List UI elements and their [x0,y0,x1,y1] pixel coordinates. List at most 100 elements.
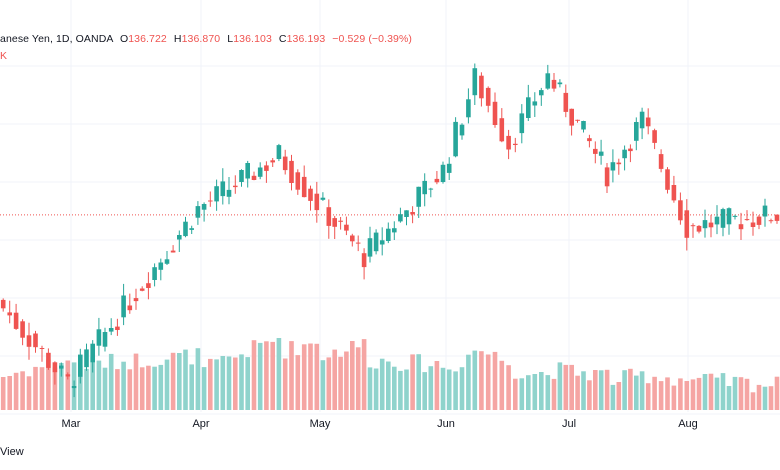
candle-up [379,240,385,245]
volume-bar [598,370,604,410]
x-tick-label: May [310,418,331,430]
volume-bar [708,373,714,410]
volume-bar [587,380,592,410]
x-tick-label: Apr [192,418,209,430]
volume-bar [658,381,664,410]
volume-bar [774,376,780,410]
volume-bar [189,364,194,410]
candle-down [563,92,569,112]
candle-down [479,75,484,99]
volume-bar [720,373,726,410]
candle-down [768,220,774,222]
x-tick-label: Jun [437,418,455,430]
volume-bar [90,357,95,410]
volume-bar [671,385,677,410]
candle-up [59,365,64,369]
volume-bar [499,360,505,410]
candle-up [532,101,538,106]
candle-down [678,200,683,221]
candle-up [539,90,544,96]
volume-bar [289,341,294,410]
volume-bar [214,359,219,410]
volume-bar [519,378,525,410]
candle-down [506,135,511,150]
candle-up [404,210,409,217]
volume-bar [13,372,19,410]
candle-down [127,305,133,311]
candle-up [164,259,170,264]
candle-up [422,180,427,195]
volume-bar [472,350,478,410]
volume-bar [762,386,768,410]
volume-bar [386,361,391,410]
volume-bar [245,357,250,410]
volume-bar [257,342,263,410]
candle-down [338,220,343,222]
volume-bar [350,341,355,410]
candle-down [361,253,367,268]
candle-down [499,118,505,142]
candle-down [139,288,145,291]
volume-bar [115,369,120,410]
candle-up [545,73,551,89]
volume-bar [750,392,756,410]
volume-bar [59,363,64,410]
volume-bar [639,371,645,410]
candle-down [170,250,176,253]
candle-down [738,224,744,230]
candle-up [90,343,95,363]
candle-down [133,298,139,302]
volume-bar [65,360,71,410]
candle-down [146,283,151,288]
volume-bar [170,352,176,410]
volume-bar [84,368,89,410]
volume-bar [610,384,616,410]
candle-up [459,124,465,136]
volume-bar [440,367,446,410]
volume-bar [575,375,580,410]
volume-bar [446,369,452,410]
volume-bar [308,343,313,410]
candle-up [526,97,531,118]
volume-bar [133,353,139,410]
candle-up [472,68,478,96]
volume-bar [152,366,157,410]
high-label: H [173,33,182,45]
candle-down [46,352,51,368]
candle-up [732,215,738,217]
candle-up [453,121,458,157]
volume-bar [26,376,32,410]
volume-bar [102,367,108,410]
volume-bar [139,367,145,410]
volume-bar [78,365,83,410]
view-label[interactable]: View [0,446,24,458]
volume-bar [569,364,574,410]
volume-bar [239,354,244,410]
candle-down [671,185,677,201]
volume-bar [665,377,670,410]
candle-up [226,189,232,197]
change-value: −0.529 (−0.39%) [332,33,413,45]
candle-down [696,225,702,232]
candle-down [33,333,38,348]
volume-bar [146,365,151,410]
candle-up [239,170,244,182]
volume-bar [201,367,207,410]
volume-bar [422,372,427,410]
volume-bar [270,341,275,410]
volume-bar [127,369,133,410]
candle-up [220,181,226,197]
candle-up [108,328,114,332]
volume-bar [20,371,25,410]
candle-down [744,219,750,221]
candle-down [308,188,313,201]
volume-bar [226,356,232,410]
candle-up [714,216,720,225]
candles [0,63,780,398]
volume-bar [539,372,544,410]
candle-up [446,163,452,173]
volume-bar [563,364,569,410]
volume-bar [282,358,288,410]
